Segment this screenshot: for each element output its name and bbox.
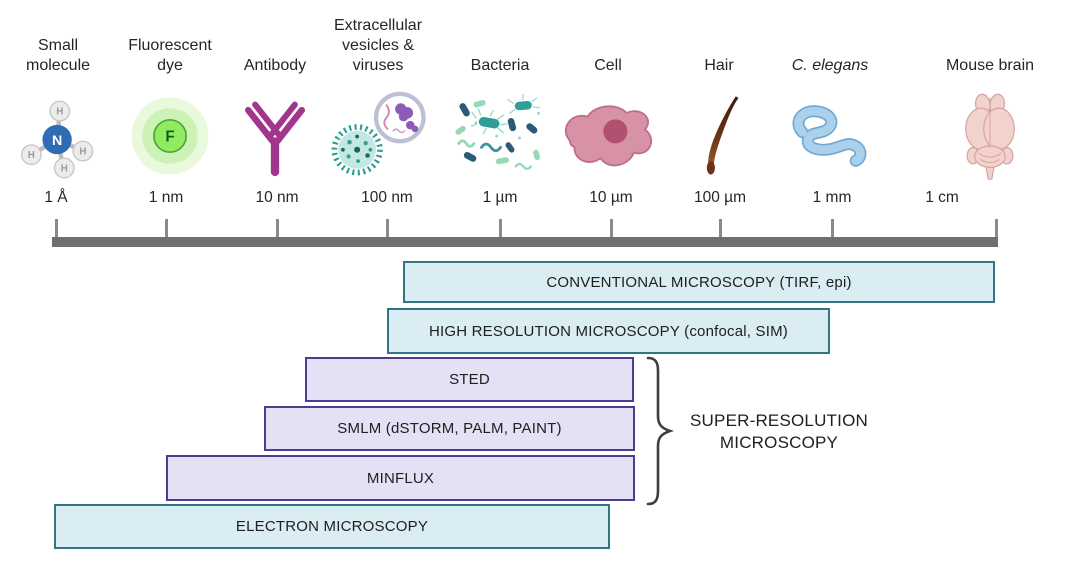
tick-mark	[610, 219, 613, 237]
bar-minflux: MINFLUX	[166, 455, 635, 501]
svg-text:H: H	[56, 107, 63, 118]
scale-ruler	[52, 237, 998, 247]
tick-mark	[386, 219, 389, 237]
icon-box: H H H H N	[18, 86, 98, 186]
tick-mark	[276, 219, 279, 237]
object-label: Bacteria	[470, 57, 530, 74]
scale-tick-label: 1 mm	[812, 189, 852, 206]
scale-tick-label: 1 Å	[44, 189, 68, 206]
scale-item-cell: Cell	[548, 6, 668, 186]
cell-icon	[564, 105, 653, 167]
vesicle-virus-icon	[331, 91, 426, 175]
scale-item-hair: Hair	[659, 6, 779, 186]
object-label: Small molecule	[25, 37, 91, 74]
scale-tick-label: 1 cm	[925, 189, 959, 206]
scale-item-fluorescent-dye: Fluorescent dye F	[110, 6, 230, 186]
bar-electron-microscopy: ELECTRON MICROSCOPY	[54, 504, 610, 549]
svg-text:N: N	[52, 133, 62, 149]
svg-text:F: F	[165, 128, 174, 145]
icon-box	[239, 86, 311, 186]
svg-text:H: H	[79, 147, 86, 158]
bar-smlm: SMLM (dSTORM, PALM, PAINT)	[264, 406, 635, 451]
icon-box	[786, 86, 874, 186]
scale-item-c-elegans: C. elegans	[770, 6, 890, 186]
bar-label: MINFLUX	[366, 469, 435, 487]
scale-tick-label: 10 nm	[255, 189, 299, 206]
object-label: Hair	[704, 57, 734, 74]
dye-icon: F	[131, 97, 209, 175]
scale-tick-label: 100 nm	[361, 189, 413, 206]
bar-label: STED	[449, 371, 490, 388]
bar-label: ELECTRON MICROSCOPY	[235, 518, 429, 535]
bar-sted: STED	[305, 357, 634, 402]
icon-box: F	[127, 86, 213, 186]
tick-mark	[995, 219, 998, 237]
icon-box	[556, 86, 660, 186]
object-label: Fluorescent dye	[128, 37, 212, 74]
scale-tick-label: 1 µm	[482, 189, 518, 206]
object-label: Cell	[594, 57, 622, 74]
icon-box	[323, 86, 433, 186]
scale-item-small-molecule: Small molecule H H H H N	[0, 6, 118, 186]
bar-high-resolution-microscopy: HIGH RESOLUTION MICROSCOPY (confocal, SI…	[387, 308, 830, 354]
super-resolution-label-line1: SUPER-RESOLUTION	[690, 411, 868, 430]
icon-box	[696, 86, 742, 186]
super-resolution-label-line2: MICROSCOPY	[719, 433, 839, 452]
molecule-icon: H H H H N	[20, 100, 94, 179]
icon-box	[955, 86, 1025, 186]
tick-mark	[831, 219, 834, 237]
icon-box	[453, 86, 548, 186]
scale-item-bacteria: Bacteria	[440, 6, 560, 186]
tick-mark	[719, 219, 722, 237]
svg-text:H: H	[61, 164, 68, 175]
scale-item-extracellular-vesicles-viruses: Extracellular vesicles & viruses	[318, 6, 438, 186]
scale-tick-label: 1 nm	[148, 189, 184, 206]
object-label: Mouse brain	[945, 57, 1035, 74]
tick-mark	[165, 219, 168, 237]
worm-icon	[792, 105, 867, 167]
object-label: Extracellular vesicles & viruses	[333, 17, 423, 74]
object-label: C. elegans	[791, 57, 869, 74]
super-resolution-label: SUPER-RESOLUTION MICROSCOPY	[664, 410, 894, 454]
hair-icon	[706, 96, 739, 175]
super-resolution-bracket	[646, 356, 675, 506]
bar-label: CONVENTIONAL MICROSCOPY (TIRF, epi)	[546, 273, 852, 291]
scale-item-mouse-brain: Mouse brain	[930, 6, 1050, 186]
antibody-icon	[245, 101, 305, 177]
bar-label: SMLM (dSTORM, PALM, PAINT)	[337, 420, 562, 437]
scale-tick-label: 100 µm	[693, 189, 747, 206]
bar-label: HIGH RESOLUTION MICROSCOPY (confocal, SI…	[428, 322, 789, 340]
mouse-brain-icon	[965, 93, 1015, 180]
scale-tick-label: 10 µm	[589, 189, 633, 206]
svg-text:H: H	[28, 150, 35, 161]
bacteria-icon	[454, 94, 540, 170]
scale-item-antibody: Antibody	[215, 6, 335, 186]
bar-conventional-microscopy: CONVENTIONAL MICROSCOPY (TIRF, epi)	[403, 261, 995, 303]
tick-mark	[55, 219, 58, 237]
tick-mark	[499, 219, 502, 237]
object-label: Antibody	[243, 57, 307, 74]
